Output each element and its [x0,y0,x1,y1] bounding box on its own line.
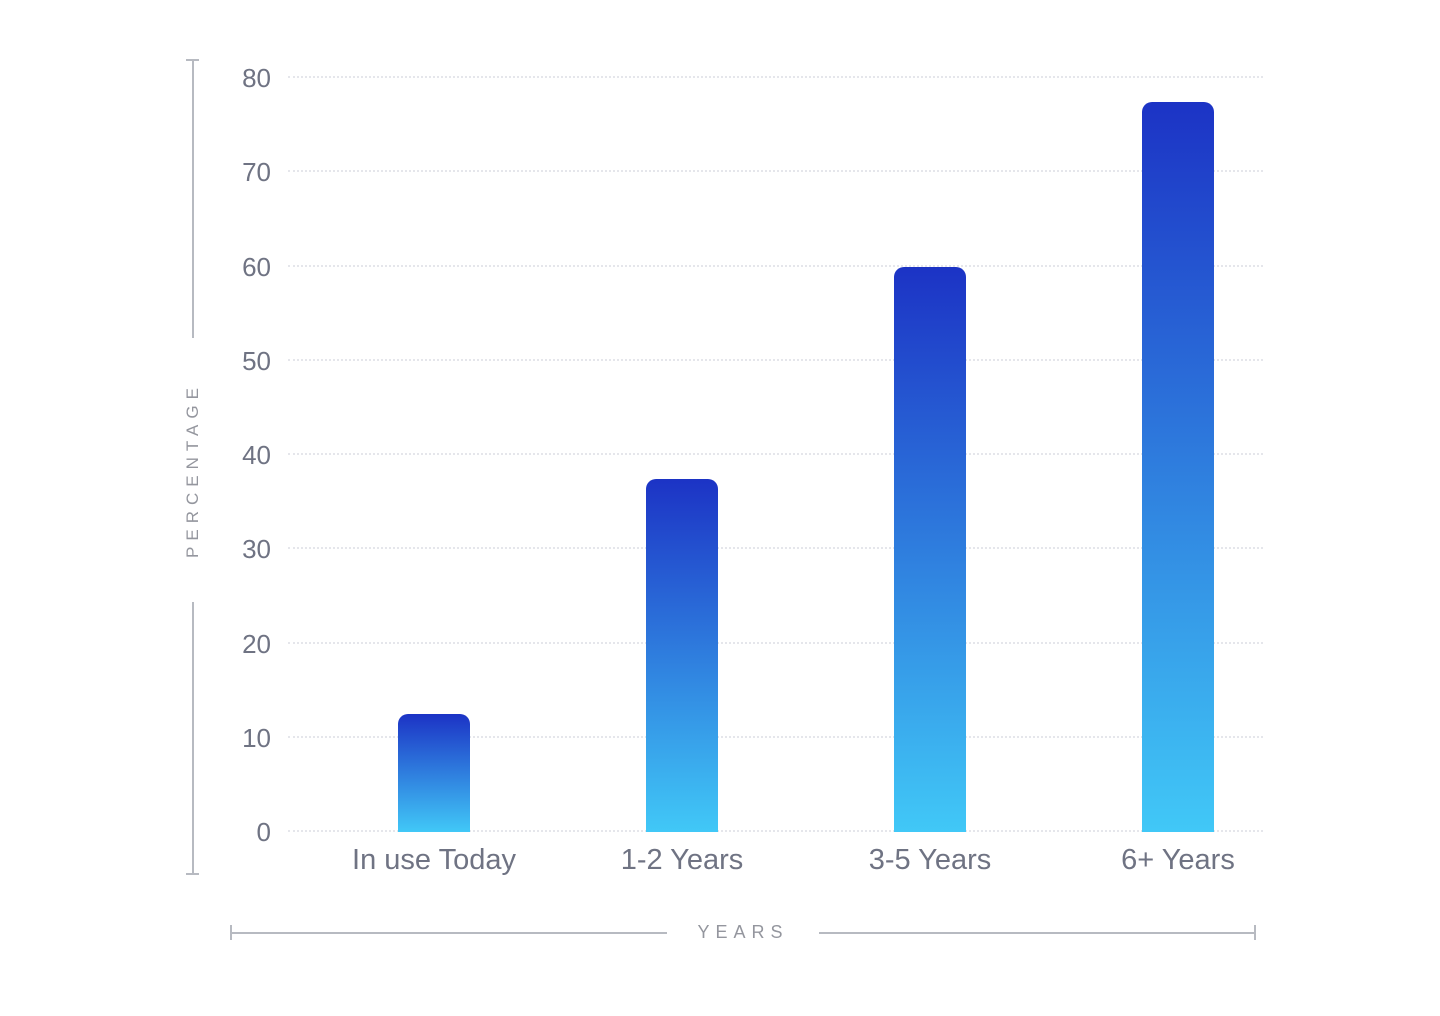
bar-1-2-years [646,478,718,832]
y-axis-title: PERCENTAGE [182,382,202,558]
y-axis-top-cap [186,59,199,61]
bar-3-5-years [894,266,966,832]
x-axis-left-cap [230,925,232,940]
plot-area: 0 10 20 30 40 50 60 70 80 In use Today 1-2 Years 3-… [242,65,1263,876]
x-category-label-in-use-today: In use Today [352,844,516,876]
gridline-80 [288,76,1263,78]
y-tick-label-80: 80 [242,63,271,93]
y-tick-label-70: 70 [242,157,271,188]
x-category-label-6-years: 6+ Years [1121,844,1235,876]
gridline-40 [288,453,1263,455]
y-tick-label-60: 60 [242,251,271,282]
bar-in-use-today [398,714,470,832]
x-category-label-3-5-years: 3-5 Years [868,844,992,876]
x-axis-right-cap [1254,925,1256,940]
y-axis-line-lower [191,602,194,873]
gridline-70 [288,170,1263,173]
x-category-label-1-2-years: 1-2 Years [620,844,744,876]
bar-6-years [1142,101,1214,832]
y-tick-label-0: 0 [256,817,271,847]
y-axis-bottom-cap [186,873,199,875]
x-axis-line-left [232,931,668,934]
y-tick-label-20: 20 [242,628,271,659]
gridline-60 [288,264,1263,267]
gridline-0 [288,830,1263,832]
gridline-50 [288,358,1263,361]
y-axis-bracket: PERCENTAGE [183,59,202,875]
gridline-30 [288,547,1263,550]
y-tick-label-50: 50 [242,345,271,376]
y-tick-label-10: 10 [242,722,271,753]
y-tick-label-30: 30 [242,534,271,565]
gridline-20 [288,641,1263,644]
y-axis-line-upper [191,61,194,338]
y-axis-title-area: PERCENTAGE [183,338,202,602]
y-tick-label-40: 40 [242,440,271,470]
gridline-10 [288,735,1263,738]
x-axis-bracket: YEARS [230,922,1256,942]
x-axis-line-right [818,931,1254,934]
x-axis-title: YEARS [697,922,789,942]
